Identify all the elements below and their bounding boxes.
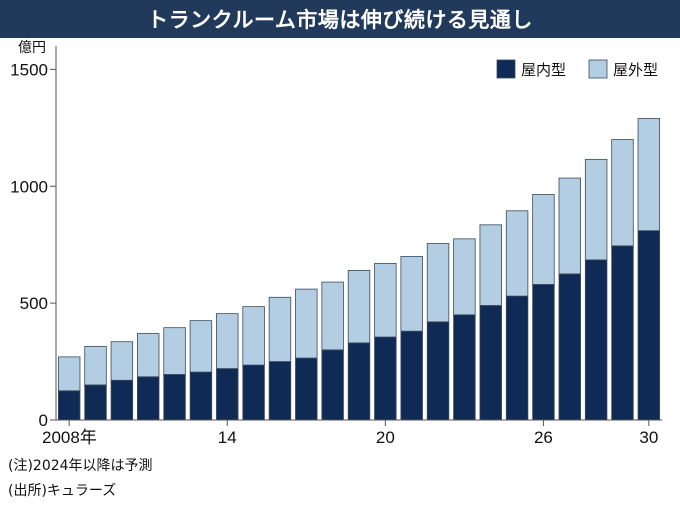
bar-indoor-2021 bbox=[400, 330, 423, 421]
chart-title: トランクルーム市場は伸び続ける見通し bbox=[147, 8, 533, 32]
bar-indoor-2030 bbox=[637, 230, 661, 421]
bar-indoor-2016 bbox=[268, 361, 292, 421]
x-tick-label-2030: 30 bbox=[639, 428, 658, 447]
bar-indoor-2029 bbox=[611, 245, 634, 421]
legend-swatch-indoor bbox=[496, 59, 516, 79]
bar-outdoor-2012 bbox=[163, 327, 186, 375]
bar-indoor-2025 bbox=[505, 295, 529, 421]
bar-outdoor-2016 bbox=[268, 296, 292, 362]
bar-outdoor-2009 bbox=[84, 345, 107, 386]
legend: 屋内型 屋外型 bbox=[496, 59, 658, 79]
bar-outdoor-2027 bbox=[558, 177, 581, 275]
bar-indoor-2012 bbox=[163, 374, 186, 421]
y-axis-ticks: 0 500 1000 1500 bbox=[10, 60, 56, 430]
bar-outdoor-2030 bbox=[637, 118, 661, 232]
y-tick-label-1500: 1500 bbox=[10, 60, 48, 79]
bar-outdoor-2021 bbox=[400, 255, 423, 332]
y-axis-unit: 億円 bbox=[18, 40, 46, 56]
footnotes: (注)2024年以降は予測 (出所)キュラーズ bbox=[8, 454, 153, 504]
bar-outdoor-2015 bbox=[242, 306, 265, 366]
bar-outdoor-2028 bbox=[584, 158, 608, 261]
bar-outdoor-2014 bbox=[216, 313, 239, 369]
bar-outdoor-2010 bbox=[110, 341, 134, 381]
bar-outdoor-2008 bbox=[57, 356, 81, 392]
bar-indoor-2017 bbox=[295, 357, 318, 421]
bar-indoor-2023 bbox=[453, 314, 476, 421]
bar-outdoor-2025 bbox=[505, 210, 529, 297]
x-tick-label-2026: 26 bbox=[534, 428, 553, 447]
bar-indoor-2010 bbox=[110, 379, 134, 421]
bar-outdoor-2024 bbox=[479, 224, 502, 306]
bar-indoor-2014 bbox=[216, 368, 239, 421]
note-source: (出所)キュラーズ bbox=[8, 483, 117, 499]
bar-indoor-2028 bbox=[584, 259, 608, 421]
bar-outdoor-2019 bbox=[347, 269, 371, 344]
y-tick-label-1000: 1000 bbox=[10, 177, 48, 196]
x-tick-label-2008: 2008年 bbox=[42, 428, 97, 447]
bar-indoor-2011 bbox=[137, 376, 160, 421]
bar-indoor-2009 bbox=[84, 384, 107, 421]
legend-swatch-outdoor bbox=[588, 59, 608, 79]
bar-indoor-2024 bbox=[479, 305, 502, 421]
chart-title-bar: トランクルーム市場は伸び続ける見通し bbox=[0, 0, 680, 38]
bar-outdoor-2020 bbox=[374, 262, 397, 338]
bar-outdoor-2017 bbox=[295, 288, 318, 359]
bar-indoor-2013 bbox=[189, 371, 213, 421]
legend-label-indoor: 屋内型 bbox=[521, 61, 566, 79]
y-tick-label-0: 0 bbox=[39, 411, 48, 430]
bar-indoor-2019 bbox=[347, 342, 371, 421]
x-tick-label-2014: 14 bbox=[218, 428, 237, 447]
y-tick-label-500: 500 bbox=[20, 294, 48, 313]
bar-outdoor-2023 bbox=[453, 238, 476, 316]
bar-outdoor-2029 bbox=[611, 139, 634, 247]
x-axis-ticks: 2008年 14 20 26 30 bbox=[42, 420, 658, 447]
stacked-bar-chart: 億円 0 500 1000 1500 2008年 14 20 26 30 屋内型 屋外型 bbox=[10, 40, 662, 447]
x-tick-label-2020: 20 bbox=[376, 428, 395, 447]
bar-indoor-2008 bbox=[57, 390, 81, 421]
legend-label-outdoor: 屋外型 bbox=[613, 61, 658, 79]
bar-outdoor-2011 bbox=[137, 333, 160, 378]
bar-indoor-2020 bbox=[374, 336, 397, 421]
note-forecast: (注)2024年以降は予測 bbox=[8, 458, 153, 474]
bars bbox=[57, 118, 661, 421]
bar-outdoor-2022 bbox=[426, 243, 450, 323]
bar-outdoor-2013 bbox=[189, 320, 213, 373]
bar-indoor-2018 bbox=[321, 349, 344, 421]
bar-indoor-2027 bbox=[558, 273, 581, 421]
bar-outdoor-2018 bbox=[321, 281, 344, 351]
bar-indoor-2026 bbox=[532, 284, 555, 421]
bar-indoor-2015 bbox=[242, 364, 265, 421]
bar-outdoor-2026 bbox=[532, 194, 555, 285]
bar-indoor-2022 bbox=[426, 321, 450, 421]
